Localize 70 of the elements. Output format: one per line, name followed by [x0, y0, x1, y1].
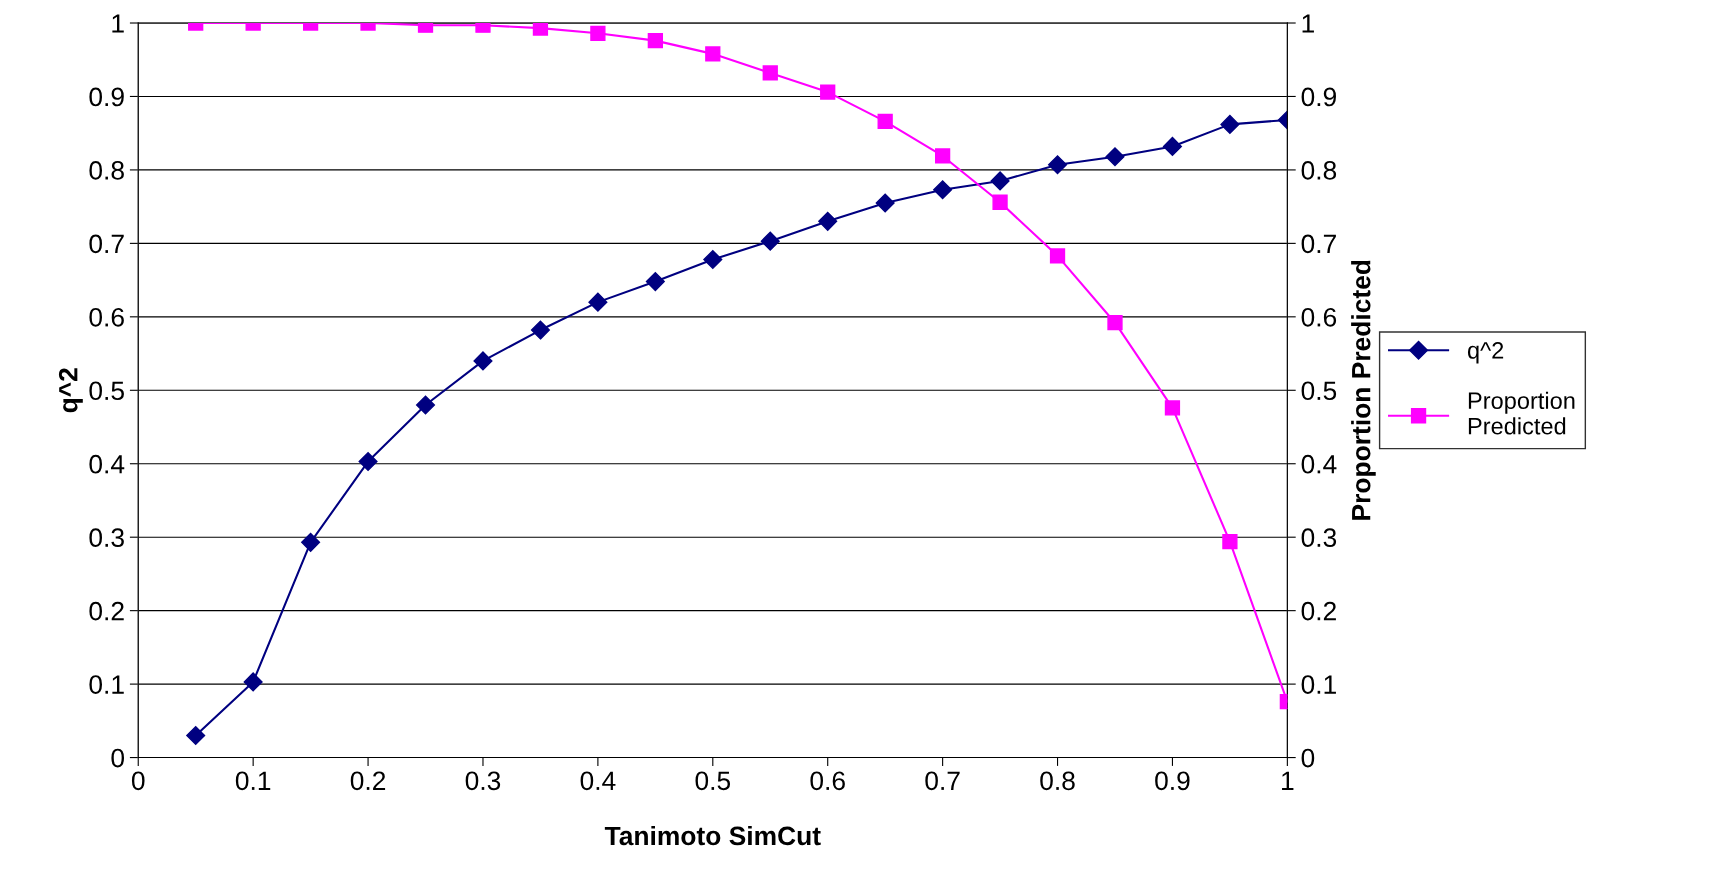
- x-tick-label: 0.9: [1155, 771, 1190, 791]
- point: [933, 180, 953, 200]
- y-tick-label: 0.6: [89, 307, 124, 327]
- point: [820, 84, 836, 100]
- y2-tick-label: 0.4: [1301, 454, 1337, 474]
- y-tick-label: 0.2: [89, 601, 124, 621]
- x-axis-title: Tanimoto SimCut: [604, 825, 821, 846]
- point: [301, 532, 321, 552]
- point: [645, 272, 665, 292]
- point: [1105, 147, 1125, 167]
- point: [762, 65, 778, 81]
- y-tick-label: 0.3: [89, 528, 124, 548]
- x-tick-label: 0.6: [810, 771, 845, 791]
- y2-axis-title: Proportion Predicted: [1351, 260, 1376, 520]
- y-tick-label: 0.8: [89, 161, 124, 180]
- point: [1222, 533, 1238, 550]
- point: [703, 250, 723, 270]
- point: [186, 725, 206, 746]
- point: [1162, 136, 1182, 156]
- x-tick-label: 0.5: [695, 771, 731, 791]
- y-tick-label: 1: [112, 14, 124, 33]
- point: [990, 171, 1010, 191]
- legend-label: q^2: [1467, 342, 1504, 364]
- y2-tick-label: 0.7: [1301, 234, 1336, 254]
- y2-tick-label: 0.5: [1301, 381, 1337, 401]
- point: [530, 320, 550, 340]
- x-tick-label: 0.7: [925, 771, 960, 791]
- x-tick-label: 1: [1282, 771, 1294, 790]
- point: [415, 395, 436, 415]
- point: [243, 672, 263, 692]
- point: [1048, 155, 1068, 175]
- y2-tick-label: 0.6: [1301, 307, 1337, 327]
- y-axis-title: q^2: [58, 368, 83, 413]
- x-tick-label: 0.8: [1040, 771, 1075, 791]
- point: [590, 25, 606, 41]
- point: [818, 211, 838, 231]
- y-tick-label: 0.1: [89, 675, 124, 694]
- point: [1107, 315, 1123, 331]
- x-tick-label: 0.3: [465, 771, 501, 791]
- point: [1220, 114, 1240, 134]
- x-tick-label: 0.4: [580, 771, 616, 791]
- point: [760, 231, 780, 251]
- y-tick-label: 0.4: [89, 454, 125, 474]
- y2-tick-label: 1: [1302, 14, 1314, 33]
- y-tick-label: 0.9: [89, 87, 124, 107]
- y2-tick-label: 0.9: [1301, 87, 1336, 107]
- y-tick-label: 0.7: [89, 234, 124, 254]
- point: [358, 452, 378, 472]
- y2-tick-label: 0.2: [1301, 601, 1336, 621]
- x-tick-label: 0.1: [235, 771, 271, 791]
- y2-tick-label: 0.1: [1301, 675, 1336, 694]
- point: [934, 148, 951, 164]
- point: [532, 23, 549, 36]
- point: [647, 32, 663, 49]
- point: [1164, 400, 1181, 416]
- y2-tick-label: 0: [1301, 748, 1315, 768]
- point: [473, 351, 493, 371]
- y2-tick-label: 0.3: [1301, 528, 1337, 548]
- x-tick-label: 0: [131, 771, 145, 791]
- x-tick-label: 0.2: [350, 771, 386, 791]
- y-tick-label: 0: [111, 748, 125, 768]
- y2-tick-label: 0.8: [1301, 161, 1337, 180]
- point: [705, 46, 721, 62]
- point: [588, 292, 608, 312]
- point: [875, 193, 895, 213]
- y-tick-label: 0.5: [89, 381, 124, 401]
- legend-label: Proportion Predicted: [1468, 391, 1575, 435]
- point: [992, 194, 1008, 210]
- point: [1049, 248, 1066, 264]
- point: [877, 113, 893, 130]
